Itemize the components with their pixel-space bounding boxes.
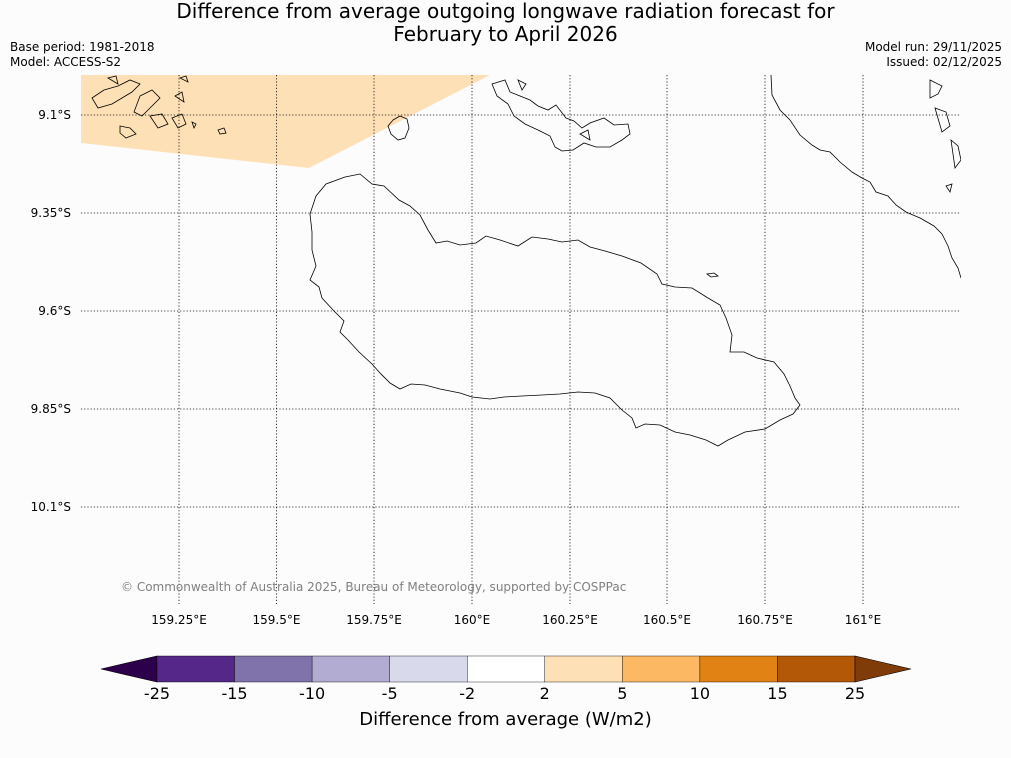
model-run: Model run: 29/11/2025 bbox=[864, 40, 1002, 54]
colorbar-tick-label: 10 bbox=[689, 684, 711, 703]
colorbar bbox=[100, 655, 912, 683]
map-area bbox=[81, 75, 961, 604]
latitude-label: 9.1°S bbox=[38, 108, 71, 122]
issued-date: Issued: 02/12/2025 bbox=[886, 55, 1002, 69]
colorbar-segment bbox=[699, 655, 778, 683]
colorbar-segment bbox=[467, 655, 545, 683]
colorbar-tick-label: 5 bbox=[617, 684, 628, 703]
guadalcanal-coastline bbox=[309, 173, 801, 447]
chart-title: Difference from average outgoing longwav… bbox=[0, 0, 1011, 46]
colorbar-extension-high bbox=[854, 655, 912, 683]
anomaly-region bbox=[81, 75, 490, 168]
latitude-label: 9.6°S bbox=[38, 304, 71, 318]
graticule bbox=[81, 75, 961, 604]
title-line-2: February to April 2026 bbox=[393, 22, 618, 46]
longitude-label: 159.25°E bbox=[151, 613, 207, 627]
colorbar-segment bbox=[311, 655, 390, 683]
colorbar-tick-label: -5 bbox=[381, 684, 398, 703]
longitude-label: 159.75°E bbox=[346, 613, 402, 627]
nggela-coastline bbox=[491, 79, 631, 152]
colorbar-tick-label: -15 bbox=[221, 684, 248, 703]
colorbar-segment bbox=[156, 655, 235, 683]
longitude-label: 160°E bbox=[453, 613, 491, 627]
colorbar-tick-label: -10 bbox=[299, 684, 326, 703]
russell-islands-coastline bbox=[91, 79, 141, 109]
copyright-notice: © Commonwealth of Australia 2025, Bureau… bbox=[121, 580, 627, 594]
colorbar-tick-label: 15 bbox=[767, 684, 788, 703]
savo-island-coastline bbox=[387, 115, 410, 141]
model-name: Model: ACCESS-S2 bbox=[10, 55, 122, 69]
colorbar-tick-label: -2 bbox=[459, 684, 476, 703]
latitude-label: 10.1°S bbox=[30, 500, 71, 514]
latitude-label: 9.35°S bbox=[30, 206, 71, 220]
colorbar-segment bbox=[622, 655, 701, 683]
meta-left: Base period: 1981-2018 Model: ACCESS-S2 bbox=[10, 40, 155, 70]
colorbar-tick-label: -25 bbox=[143, 684, 171, 703]
longitude-label: 160.5°E bbox=[643, 613, 691, 627]
colorbar-segment bbox=[389, 655, 468, 683]
colorbar-segment bbox=[234, 655, 313, 683]
base-period: Base period: 1981-2018 bbox=[10, 40, 155, 54]
colorbar-label: Difference from average (W/m2) bbox=[359, 709, 652, 730]
colorbar-tick-label: 25 bbox=[844, 684, 866, 703]
islet-coastline bbox=[705, 272, 720, 278]
latitude-label: 9.85°S bbox=[30, 402, 71, 416]
longitude-label: 159.5°E bbox=[252, 613, 301, 627]
longitude-label: 160.25°E bbox=[542, 613, 598, 627]
colorbar-segment bbox=[544, 655, 623, 683]
meta-right: Model run: 29/11/2025 Issued: 02/12/2025 bbox=[865, 40, 1002, 70]
colorbar-extension-low bbox=[100, 655, 158, 683]
coastlines bbox=[91, 75, 961, 447]
malaita-coastline bbox=[770, 75, 961, 279]
colorbar-segment bbox=[777, 655, 856, 683]
longitude-label: 161°E bbox=[844, 613, 882, 627]
colorbar-tick-label: 2 bbox=[539, 684, 550, 703]
title-line-1: Difference from average outgoing longwav… bbox=[176, 0, 835, 23]
longitude-label: 160.75°E bbox=[737, 613, 793, 627]
